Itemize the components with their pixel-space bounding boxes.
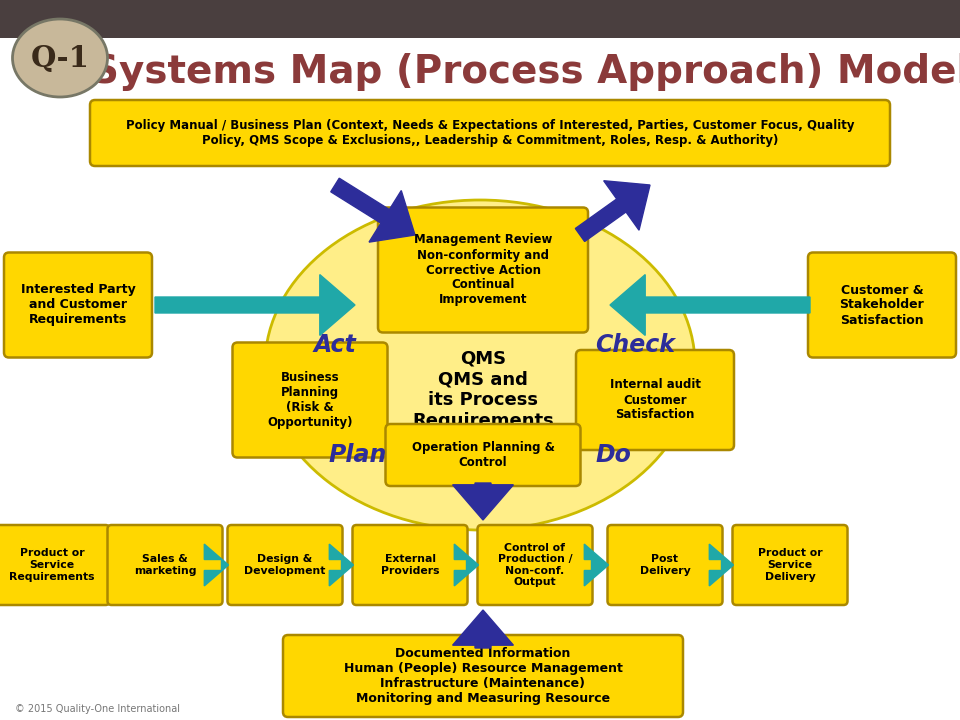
Text: Design &
Development: Design & Development (244, 554, 325, 576)
Text: Interested Party
and Customer
Requirements: Interested Party and Customer Requiremen… (20, 284, 135, 326)
Text: Systems Map (Process Approach) Model: Systems Map (Process Approach) Model (90, 53, 960, 91)
Text: Post
Delivery: Post Delivery (639, 554, 690, 576)
Polygon shape (585, 544, 609, 586)
FancyBboxPatch shape (0, 525, 109, 605)
Text: Operation Planning &
Control: Operation Planning & Control (412, 441, 555, 469)
FancyBboxPatch shape (808, 253, 956, 358)
FancyBboxPatch shape (232, 343, 388, 457)
FancyBboxPatch shape (108, 525, 223, 605)
Polygon shape (204, 544, 228, 586)
Text: Product or
Service
Requirements: Product or Service Requirements (10, 549, 95, 582)
Text: Control of
Production /
Non-conf.
Output: Control of Production / Non-conf. Output (497, 543, 572, 588)
Text: Plan: Plan (329, 443, 387, 467)
Ellipse shape (265, 200, 695, 530)
FancyBboxPatch shape (283, 635, 683, 717)
Text: Documented Information
Human (People) Resource Management
Infrastructure (Mainte: Documented Information Human (People) Re… (344, 647, 622, 705)
Ellipse shape (12, 19, 108, 97)
FancyBboxPatch shape (0, 0, 960, 38)
Text: Act: Act (314, 333, 356, 357)
Text: Sales &
marketing: Sales & marketing (133, 554, 196, 576)
Polygon shape (452, 483, 514, 520)
Text: QMS
QMS and
its Process
Requirements: QMS QMS and its Process Requirements (412, 350, 554, 430)
FancyBboxPatch shape (228, 525, 343, 605)
Text: Management Review
Non-conformity and
Corrective Action
Continual
Improvement: Management Review Non-conformity and Cor… (414, 233, 552, 307)
Polygon shape (709, 544, 733, 586)
Polygon shape (454, 544, 478, 586)
Polygon shape (610, 274, 810, 336)
Text: Customer &
Stakeholder
Satisfaction: Customer & Stakeholder Satisfaction (840, 284, 924, 326)
FancyBboxPatch shape (576, 350, 734, 450)
Text: Policy Manual / Business Plan (Context, Needs & Expectations of Interested, Part: Policy Manual / Business Plan (Context, … (126, 119, 854, 147)
Text: Internal audit
Customer
Satisfaction: Internal audit Customer Satisfaction (610, 379, 701, 421)
FancyBboxPatch shape (90, 100, 890, 166)
FancyBboxPatch shape (608, 525, 723, 605)
FancyBboxPatch shape (386, 424, 581, 486)
FancyBboxPatch shape (4, 253, 152, 358)
FancyBboxPatch shape (352, 525, 468, 605)
FancyBboxPatch shape (477, 525, 592, 605)
FancyBboxPatch shape (378, 207, 588, 333)
Text: Business
Planning
(Risk &
Opportunity): Business Planning (Risk & Opportunity) (267, 371, 352, 429)
Polygon shape (155, 274, 355, 336)
Polygon shape (331, 179, 415, 242)
Text: Q-1: Q-1 (31, 43, 89, 73)
Text: Do: Do (595, 443, 631, 467)
Text: © 2015 Quality-One International: © 2015 Quality-One International (15, 704, 180, 714)
FancyBboxPatch shape (732, 525, 848, 605)
Text: External
Providers: External Providers (381, 554, 440, 576)
Polygon shape (575, 181, 650, 241)
Polygon shape (329, 544, 353, 586)
Text: Check: Check (595, 333, 675, 357)
Polygon shape (452, 610, 514, 648)
Text: Product or
Service
Delivery: Product or Service Delivery (757, 549, 823, 582)
